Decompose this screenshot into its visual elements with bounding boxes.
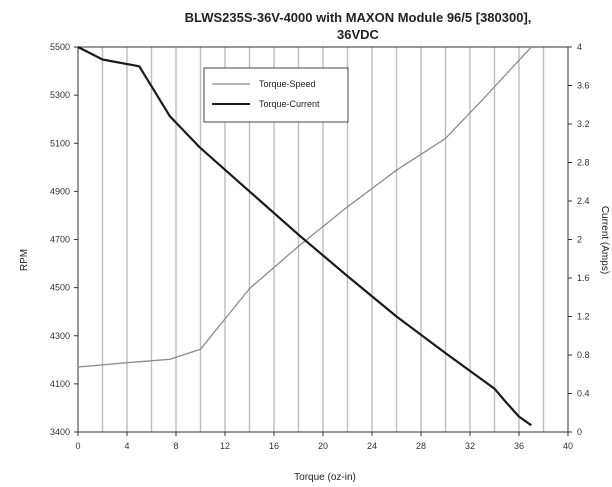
y-left-tick-label: 4900	[50, 186, 70, 196]
legend-box	[203, 67, 349, 123]
y-left-axis-label: RPM	[19, 249, 30, 271]
chart-title-line2: 36VDC	[337, 27, 380, 42]
series-torque-current-line	[77, 46, 532, 427]
x-tick-label: 12	[220, 441, 230, 451]
x-tick-label: 8	[173, 441, 178, 451]
x-tick-label: 0	[75, 441, 80, 451]
x-tick-label: 16	[269, 441, 279, 451]
legend-label-current: Torque-Current	[259, 99, 320, 109]
y-right-tick-label: 0.8	[577, 350, 590, 360]
y-right-tick-label: 4	[577, 42, 582, 52]
x-tick-label: 4	[124, 441, 129, 451]
legend: Torque-Speed Torque-Current	[203, 67, 349, 123]
y-right-axis-label: Current (Amps)	[599, 206, 610, 274]
x-tick-label: 32	[465, 441, 475, 451]
x-tick-label: 28	[416, 441, 426, 451]
chart-title-line1: BLWS235S-36V-4000 with MAXON Module 96/5…	[185, 10, 532, 25]
y-right-tick-label: 2.8	[577, 158, 590, 168]
y-left-tick-label: 4700	[50, 235, 70, 245]
y-right-tick-label: 3.6	[577, 81, 590, 91]
x-tick-label: 24	[367, 441, 377, 451]
y-left-tick-label: 4500	[50, 283, 70, 293]
y-right-tick-label: 2	[577, 235, 582, 245]
y-right-tick-label: 0.4	[577, 389, 590, 399]
y-left-tick-label: 5500	[50, 42, 70, 52]
y-left-tick-label: 3400	[50, 427, 70, 437]
x-tick-label: 36	[514, 441, 524, 451]
y-right-tick-label: 2.4	[577, 196, 590, 206]
series-torque-speed-line	[77, 46, 532, 368]
y-left-tick-label: 4100	[50, 379, 70, 389]
y-right-tick-label: 1.2	[577, 312, 590, 322]
y-left-tick-label: 5300	[50, 90, 70, 100]
x-axis-ticks: 0 4 8 12 16 20 24 28 32 36 40	[75, 432, 573, 451]
y-right-tick-label: 0	[577, 427, 582, 437]
y-left-axis-ticks: 3400 4100 4300 4500 4700 4900 5100 5300 5500	[50, 42, 78, 437]
y-left-tick-label: 5100	[50, 138, 70, 148]
y-left-tick-label: 4300	[50, 331, 70, 341]
y-right-tick-label: 1.6	[577, 273, 590, 283]
y-right-tick-label: 3.2	[577, 119, 590, 129]
series-lines	[77, 46, 532, 427]
legend-label-speed: Torque-Speed	[259, 79, 316, 89]
y-right-axis-ticks: 0 0.4 0.8 1.2 1.6 2 2.4 2.8 3.2 3.6 4	[568, 42, 590, 437]
x-axis-label: Torque (oz-in)	[294, 472, 356, 483]
x-tick-label: 20	[318, 441, 328, 451]
x-tick-label: 40	[563, 441, 573, 451]
